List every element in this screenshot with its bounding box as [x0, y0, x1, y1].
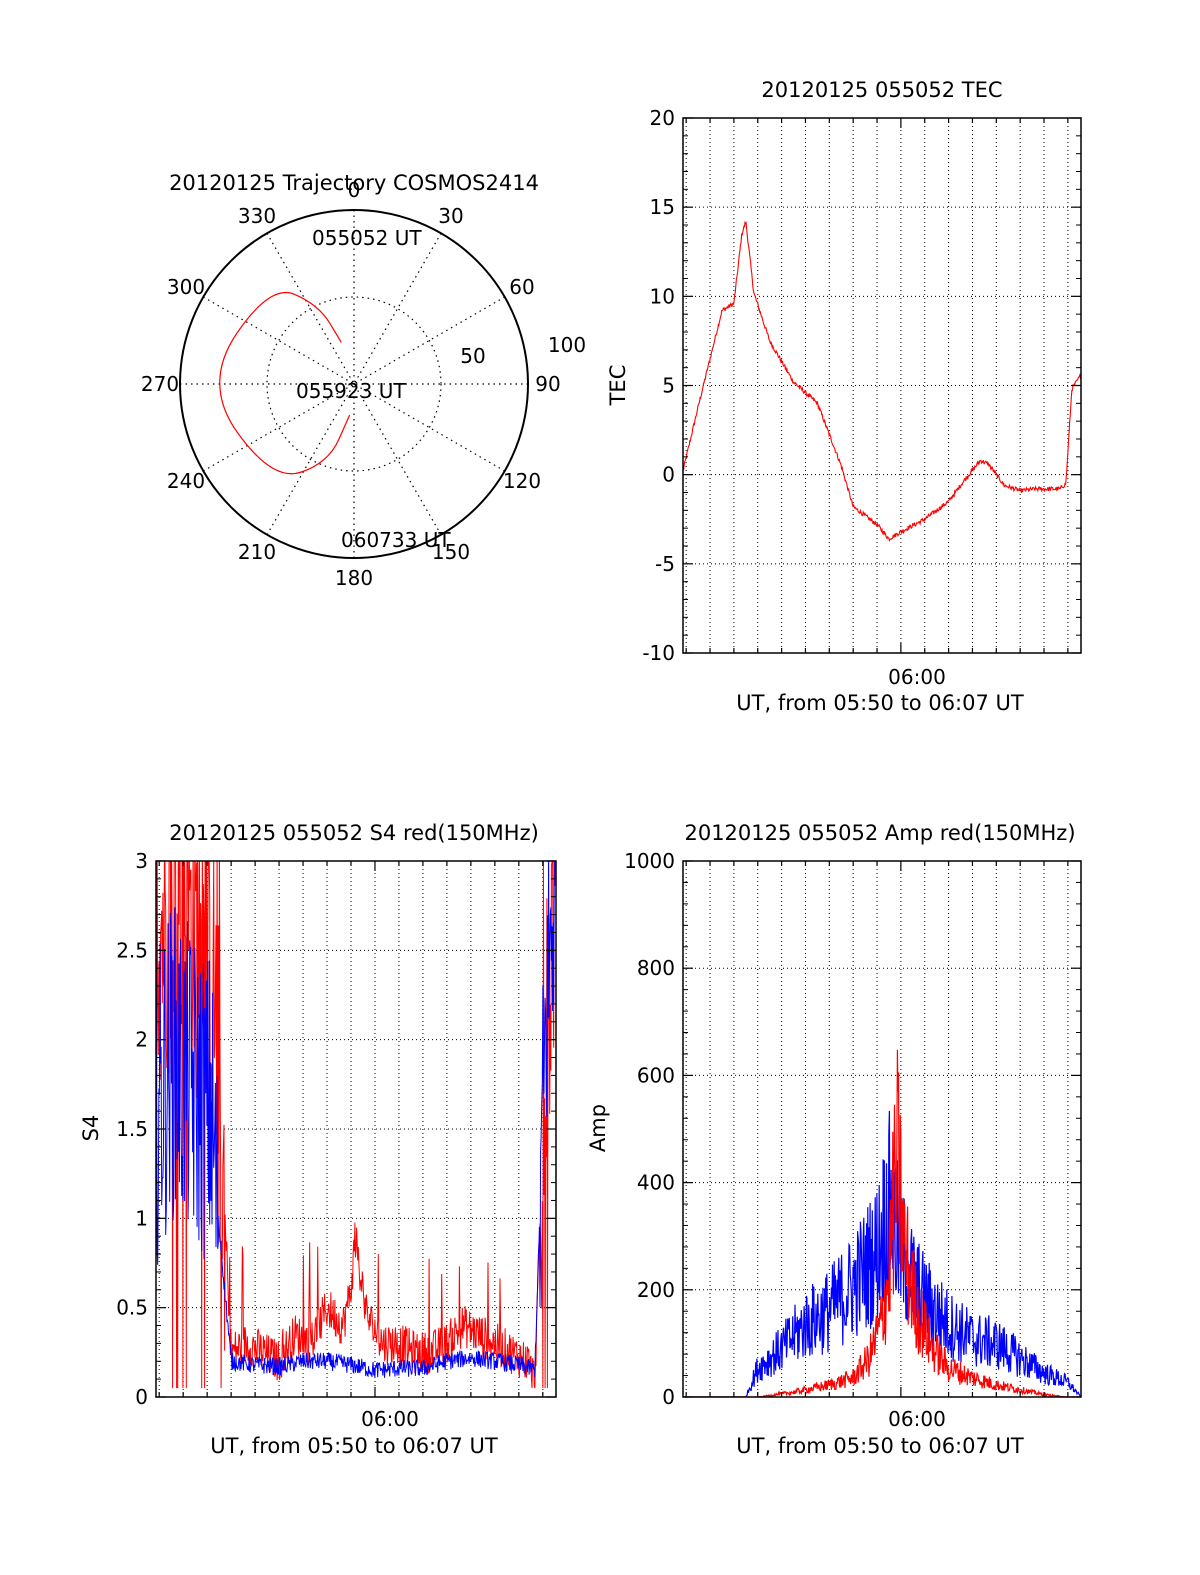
- s4-y-label: S4: [79, 1115, 103, 1142]
- polar-azimuth-label: 30: [438, 204, 463, 228]
- polar-azimuth-label: 330: [238, 204, 276, 228]
- y-tick-label: 3: [135, 849, 148, 873]
- series-red-line: [683, 1049, 1081, 1397]
- y-tick-label: 2: [135, 1028, 148, 1052]
- y-tick-label: 1: [135, 1206, 148, 1230]
- s4-data: [156, 861, 556, 1389]
- series-blue-line: [156, 861, 555, 1378]
- y-tick-label: 600: [637, 1063, 675, 1087]
- polar-radial-label-100: 100: [548, 333, 586, 357]
- amp-title: 20120125 055052 Amp red(150MHz): [684, 821, 1075, 845]
- tec-title: 20120125 055052 TEC: [761, 78, 1002, 102]
- tec-data: [683, 220, 1081, 543]
- y-tick-label: 5: [662, 374, 675, 398]
- y-tick-label: -5: [655, 552, 675, 576]
- series-red-line: [683, 220, 1081, 543]
- s4-plot: 20120125 055052 S4 red(150MHz) 0 0.5 1 1.5 2…: [79, 821, 557, 1458]
- polar-trajectory-line: [219, 291, 351, 475]
- polar-azimuth-label: 270: [141, 372, 179, 396]
- y-tick-label: 0.5: [116, 1296, 148, 1320]
- polar-trajectory-plot: 20120125 Trajectory COSMOS2414 0 30 60 90 12…: [141, 171, 586, 590]
- series-red-line: [156, 861, 556, 1389]
- polar-azimuth-label: 90: [535, 372, 560, 396]
- y-tick-label: 200: [637, 1278, 675, 1302]
- polar-radial-label-50: 50: [460, 344, 485, 368]
- s4-title: 20120125 055052 S4 red(150MHz): [169, 821, 539, 845]
- polar-azimuth-labels: 0 30 60 90 120 150 180 210 240 270 300 330: [141, 178, 561, 590]
- amp-y-label: Amp: [586, 1104, 610, 1152]
- amp-data: [683, 1049, 1081, 1397]
- polar-azimuth-label: 120: [503, 469, 541, 493]
- amp-plot-frame: [682, 860, 1082, 1398]
- polar-ring-50: [266, 296, 442, 472]
- y-tick-label: 1000: [624, 849, 675, 873]
- y-tick-label: 0: [662, 463, 675, 487]
- amp-y-ticks: 0 200 400 600 800 1000: [624, 849, 1081, 1409]
- polar-azimuth-label: 300: [167, 275, 205, 299]
- tec-y-label: TEC: [606, 365, 630, 407]
- y-tick-label: -10: [642, 641, 675, 665]
- tec-y-ticks: -10 -5 0 5 10 15 20: [642, 106, 1081, 665]
- tec-grid: [683, 118, 1081, 653]
- y-tick-label: 2.5: [116, 938, 148, 962]
- polar-azimuth-label: 180: [335, 566, 373, 590]
- polar-end-label: 060733 UT: [341, 528, 451, 552]
- amp-x-label: UT, from 05:50 to 06:07 UT: [736, 1434, 1024, 1458]
- amp-x-tick-0600: 06:00: [888, 1407, 946, 1431]
- y-tick-label: 400: [637, 1171, 675, 1195]
- y-tick-label: 0: [662, 1385, 675, 1409]
- tec-x-tick-0600: 06:00: [888, 665, 946, 689]
- polar-mid-label: 055923 UT: [296, 379, 406, 403]
- polar-azimuth-label: 150: [432, 540, 470, 564]
- series-blue-line: [683, 1110, 1081, 1397]
- y-tick-label: 20: [650, 106, 675, 130]
- y-tick-label: 0: [135, 1385, 148, 1409]
- s4-x-label: UT, from 05:50 to 06:07 UT: [210, 1434, 498, 1458]
- s4-y-ticks: 0 0.5 1 1.5 2 2.5 3: [116, 849, 556, 1409]
- polar-azimuth-label: 210: [238, 540, 276, 564]
- y-tick-label: 10: [650, 284, 675, 308]
- tec-x-label: UT, from 05:50 to 06:07 UT: [736, 691, 1024, 715]
- tec-plot-frame: [682, 117, 1082, 654]
- amp-plot: 20120125 055052 Amp red(150MHz) 0 200 400 6…: [586, 821, 1082, 1458]
- s4-x-tick-0600: 06:00: [361, 1407, 419, 1431]
- polar-azimuth-label: 0: [348, 178, 361, 202]
- polar-start-label: 055052 UT: [312, 226, 422, 250]
- polar-title: 20120125 Trajectory COSMOS2414: [169, 171, 539, 195]
- y-tick-label: 15: [650, 195, 675, 219]
- y-tick-label: 800: [637, 956, 675, 980]
- polar-azimuth-label: 60: [509, 275, 534, 299]
- polar-azimuth-label: 240: [167, 469, 205, 493]
- y-tick-label: 1.5: [116, 1117, 148, 1141]
